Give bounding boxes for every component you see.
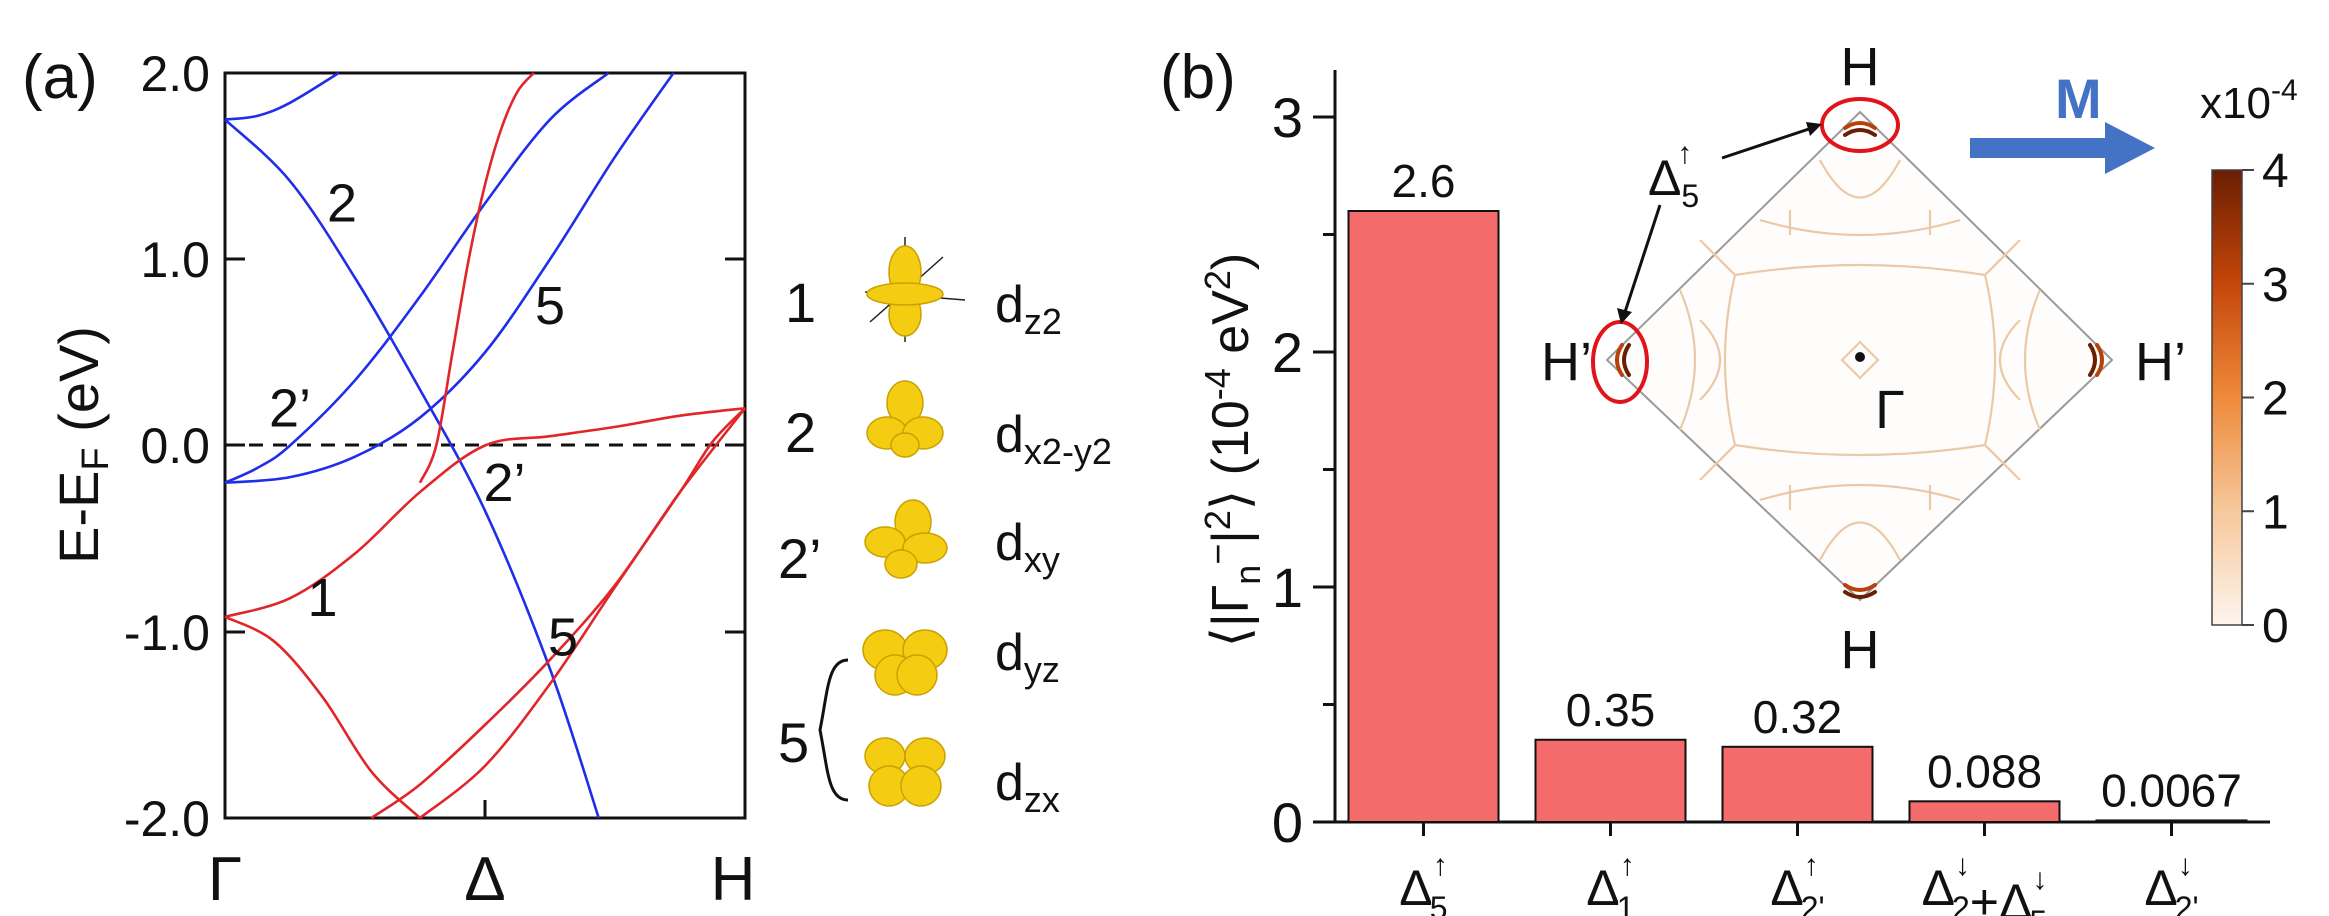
colorbar: [2211, 169, 2243, 626]
band-line-9: [418, 72, 535, 484]
gamma-point-dot: [1855, 352, 1865, 362]
category-label: Δ↓ 2': [2144, 849, 2198, 916]
plot-a-ylabel: E-EF (eV): [47, 326, 117, 564]
orbital-number: 5: [778, 711, 809, 774]
band-line-6: [224, 615, 421, 819]
fermi-surface-hotspots: [1615, 121, 2104, 599]
bar-value-label: 0.32: [1753, 691, 1843, 743]
orbital-label-dx2-y2: dx2-y2: [995, 406, 1112, 472]
inset-label-h-bottom: H: [1841, 620, 1880, 680]
bar-chart: 0 1 2 3 2.6 Δ↑5 0.35 Δ↑1 0.32 Δ↑2' 0.088 Δ↓2+Δ↓5 0.…: [1197, 70, 2270, 916]
inset-label-h-right: H’: [2135, 332, 2186, 392]
category-label: Δ↑ 2': [1770, 849, 1824, 916]
band-label: 2’: [483, 453, 525, 513]
colorbar-tick-label: 0: [2262, 600, 2289, 653]
highlight-circle-top: [1820, 97, 1900, 153]
ylabel-unit: (eV): [47, 326, 110, 447]
ylabel-sub: F: [75, 447, 117, 470]
bars: 2.6 Δ↑5 0.35 Δ↑1 0.32 Δ↑2' 0.088 Δ↓2+Δ↓5 0.0067 Δ…: [1347, 155, 2248, 916]
bar-value-label: 0.0067: [2101, 764, 2242, 816]
xtick-label-h: H: [711, 845, 756, 914]
y-tick-label: 0: [1272, 791, 1303, 854]
bar: [1347, 210, 1500, 823]
bar-value-label: 0.088: [1927, 745, 2042, 797]
ytick-label: -2.0: [124, 791, 210, 847]
inset-label-h-left: H’: [1541, 332, 1592, 392]
bar: [1534, 738, 1687, 823]
magnetization-arrow-icon: [1970, 122, 2155, 174]
magnetization-label: M: [2055, 67, 2102, 130]
inset-label-h-top: H: [1841, 37, 1880, 97]
xtick-label-delta: Δ: [464, 845, 505, 914]
orbital-number: 2: [785, 401, 816, 464]
ylabel-main: E-E: [47, 471, 110, 564]
bar-chart-ticks: 0 1 2 3: [1272, 86, 1335, 854]
bar-value-label: 2.6: [1392, 155, 1456, 207]
band-label: 2’: [269, 378, 311, 438]
highlight-circle-left: [1591, 320, 1649, 404]
ytick-label: 2.0: [140, 46, 210, 102]
inset-label-gamma: Γ: [1875, 380, 1905, 440]
fermi-surface-contours: [1678, 159, 2042, 561]
xtick-label-gamma: Γ: [208, 845, 242, 914]
bar: [2095, 819, 2248, 823]
category-label: Δ↑ 1: [1586, 849, 1634, 916]
colorbar-tick-label: 2: [2262, 373, 2289, 426]
band-line-4: [224, 71, 610, 484]
bar: [1721, 745, 1874, 823]
bar-chart-ylabel: ⟨|Γn−|2⟩ (10-4 eV2): [1197, 253, 1268, 647]
band-line-3: [224, 72, 675, 485]
bar-value-label: 0.35: [1566, 684, 1656, 736]
y-tick-label: 1: [1272, 556, 1303, 619]
y-tick-label: 3: [1272, 86, 1303, 149]
delta5-up-annotation: Δ5↑: [1648, 137, 1699, 214]
colorbar-tick-label: 3: [2262, 259, 2289, 312]
band-line-2: [224, 118, 600, 819]
y-tick-label: 2: [1272, 321, 1303, 384]
dzx-orbital-icon: [864, 737, 946, 807]
band-line-1: [224, 71, 340, 121]
ytick-label: 0.0: [140, 418, 210, 474]
panel-a-label: (a): [22, 43, 98, 112]
panel-b-label: (b): [1160, 43, 1236, 112]
orbital-label-dzx: dzx: [995, 754, 1060, 820]
colorbar-tick-label: 1: [2262, 486, 2289, 539]
colorbar-ticks: 0 1 2 3 4: [2242, 145, 2289, 653]
colorbar-tick-label: 4: [2262, 145, 2289, 198]
band-structure-plot: 2.0 1.0 0.0 -1.0 -2.0 Γ Δ H E-EF (eV) 2 5…: [47, 46, 755, 914]
dz2-orbital-icon: [864, 237, 966, 342]
band-labels: 2 5 2’ 2’ 1 5: [269, 173, 578, 667]
orbital-brace: [818, 658, 849, 802]
ytick-label: 1.0: [140, 232, 210, 288]
category-label: Δ↑ 5: [1399, 849, 1447, 916]
band-label: 2: [327, 173, 357, 233]
band-line-8: [419, 407, 746, 820]
orbital-number: 2’: [778, 527, 822, 590]
plot-a-yticks: [225, 71, 745, 820]
category-label: Δ↓2+Δ↓5: [1922, 849, 2048, 916]
colorbar-exponent: x10-4: [2200, 74, 2298, 128]
orbital-label-dxy: dxy: [995, 514, 1060, 580]
ytick-label: -1.0: [124, 605, 210, 661]
annotation-arrows: [1617, 122, 1822, 324]
band-label: 5: [535, 276, 565, 336]
band-label: 5: [548, 607, 578, 667]
orbital-label-dz2: dz2: [995, 276, 1062, 342]
orbital-legend: 1 2 2’ 5: [778, 237, 1112, 820]
orbital-number: 1: [785, 271, 816, 334]
band-curves: [224, 71, 747, 820]
band-label: 1: [307, 568, 337, 628]
orbital-label-dyz: dyz: [995, 624, 1060, 690]
dxy-orbital-icon: [864, 499, 948, 579]
bar: [1908, 800, 2061, 824]
dyz-orbital-icon: [862, 629, 948, 696]
fermi-surface-inset: H H H’ H’ Γ Δ5↑ M x10-4: [1541, 37, 2298, 680]
band-line-5: [224, 406, 746, 619]
dx2-y2-orbital-icon: [866, 380, 944, 458]
